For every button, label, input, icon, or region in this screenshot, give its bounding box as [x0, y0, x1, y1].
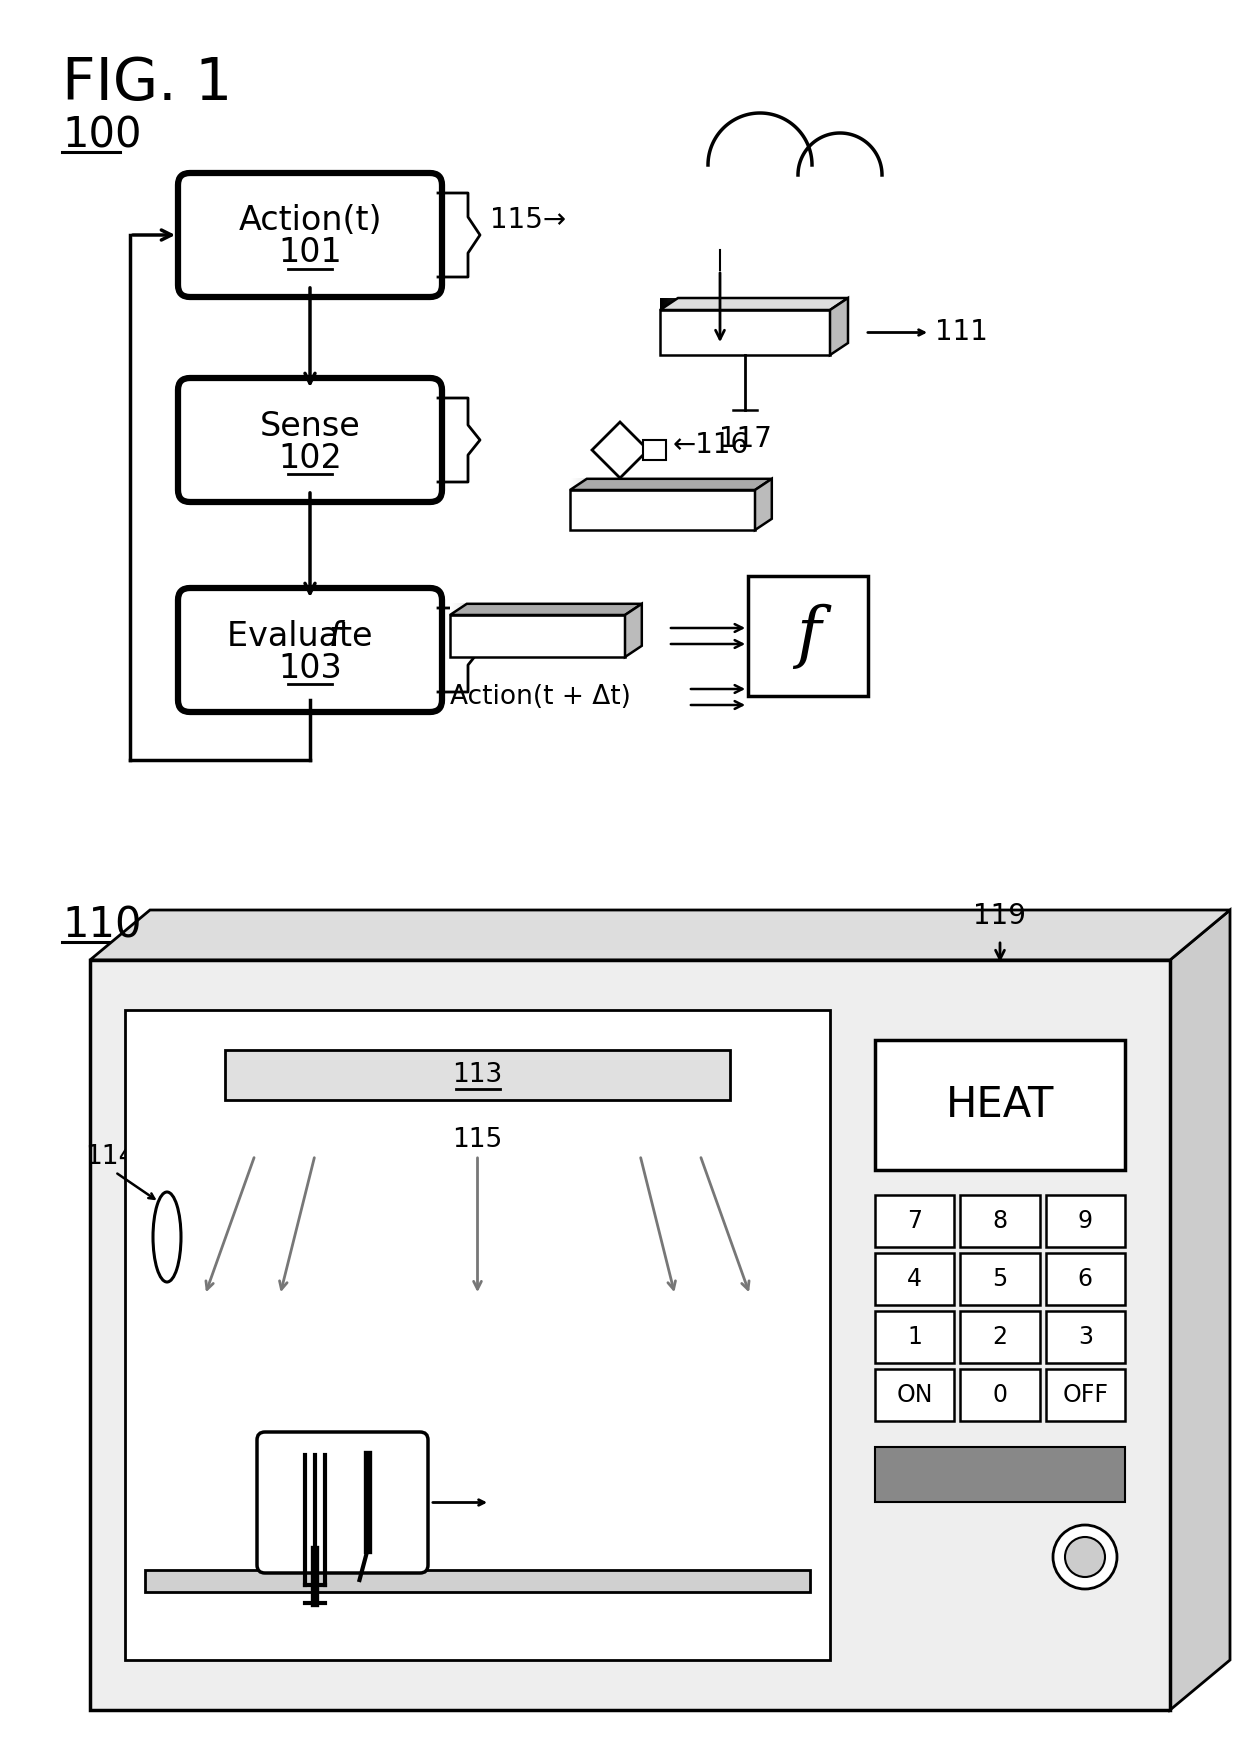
Text: 115: 115: [453, 1126, 502, 1153]
Polygon shape: [591, 422, 649, 478]
Bar: [91, 959, 1171, 1710]
Bar: [875, 1195, 955, 1247]
Polygon shape: [570, 490, 755, 531]
Text: 118: 118: [454, 1578, 501, 1602]
Text: 101: 101: [278, 237, 342, 269]
Text: 117: 117: [718, 425, 771, 453]
Text: 110: 110: [62, 905, 141, 947]
Bar: [875, 1448, 1125, 1502]
Text: ←111: ←111: [495, 1490, 568, 1516]
Bar: [960, 1369, 1039, 1421]
Text: 111: 111: [935, 318, 988, 346]
Text: 102: 102: [278, 441, 342, 474]
Text: 112: 112: [175, 1574, 226, 1601]
Text: 9: 9: [1078, 1209, 1092, 1233]
Polygon shape: [570, 480, 771, 490]
Bar: [875, 1311, 955, 1363]
Polygon shape: [660, 309, 830, 355]
Text: 113: 113: [453, 1061, 502, 1088]
Polygon shape: [644, 439, 666, 460]
Text: 5: 5: [992, 1267, 1008, 1291]
Bar: [145, 1571, 810, 1592]
Bar: [875, 1040, 1125, 1170]
Text: 2: 2: [992, 1325, 1007, 1349]
Bar: [1045, 1369, 1125, 1421]
Text: OFF: OFF: [1063, 1383, 1109, 1407]
FancyBboxPatch shape: [257, 1432, 428, 1573]
Text: 119: 119: [973, 901, 1027, 929]
Text: 4: 4: [908, 1267, 923, 1291]
Text: 0: 0: [992, 1383, 1007, 1407]
Polygon shape: [1171, 910, 1230, 1710]
Bar: [224, 1051, 730, 1100]
Text: f: f: [329, 620, 341, 652]
Ellipse shape: [153, 1191, 181, 1283]
Text: ON: ON: [897, 1383, 932, 1407]
Bar: [960, 1311, 1039, 1363]
Text: 6: 6: [1078, 1267, 1092, 1291]
Text: Action(t): Action(t): [238, 204, 382, 237]
Text: f: f: [796, 603, 821, 669]
Text: HEAT: HEAT: [946, 1084, 1054, 1126]
Text: ←116: ←116: [673, 430, 749, 459]
Circle shape: [1053, 1525, 1117, 1588]
Polygon shape: [755, 480, 771, 531]
Bar: [1045, 1253, 1125, 1305]
Text: Evaluate: Evaluate: [227, 620, 383, 652]
Bar: [875, 1369, 955, 1421]
FancyBboxPatch shape: [179, 378, 441, 503]
Text: 100: 100: [62, 114, 141, 156]
Bar: [960, 1195, 1039, 1247]
Text: 7: 7: [908, 1209, 923, 1233]
FancyBboxPatch shape: [179, 589, 441, 712]
Text: 1: 1: [908, 1325, 923, 1349]
Text: 115→: 115→: [490, 206, 567, 234]
Text: FIG. 1: FIG. 1: [62, 54, 232, 112]
Text: 103: 103: [278, 652, 342, 685]
Text: Action(t + Δt): Action(t + Δt): [450, 683, 631, 710]
Polygon shape: [450, 615, 625, 657]
Text: 114: 114: [84, 1144, 135, 1170]
Bar: [875, 1253, 955, 1305]
Text: Sense: Sense: [259, 409, 361, 443]
Bar: [748, 576, 868, 696]
FancyBboxPatch shape: [179, 172, 441, 297]
Bar: [960, 1253, 1039, 1305]
Text: 3: 3: [1078, 1325, 1092, 1349]
Polygon shape: [91, 910, 1230, 959]
Polygon shape: [450, 604, 642, 615]
Bar: [1045, 1195, 1125, 1247]
Text: 8: 8: [992, 1209, 1008, 1233]
Polygon shape: [660, 299, 848, 309]
Polygon shape: [830, 299, 848, 355]
Bar: [1045, 1311, 1125, 1363]
Circle shape: [1065, 1537, 1105, 1578]
Bar: [125, 1010, 830, 1660]
Polygon shape: [625, 604, 642, 657]
